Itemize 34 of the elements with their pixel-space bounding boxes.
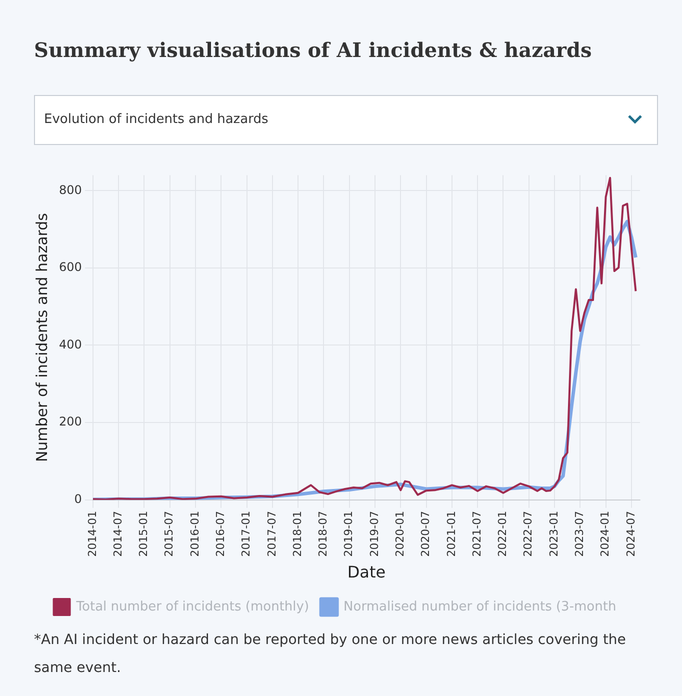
y-tick-label: 400: [59, 337, 82, 352]
x-tick-label: 2019-01: [342, 510, 356, 557]
x-tick-label: 2018-01: [290, 510, 304, 557]
x-tick-label: 2024-07: [624, 510, 638, 557]
x-tick-label: 2022-01: [496, 510, 510, 557]
x-tick-label: 2017-07: [265, 510, 278, 557]
x-tick-label: 2020-07: [419, 510, 432, 557]
x-tick-label: 2014-01: [86, 510, 99, 557]
x-tick-label: 2015-07: [162, 510, 176, 557]
y-axis-title: Number of incidents and hazards: [32, 212, 51, 462]
x-tick-label: 2023-07: [573, 510, 586, 557]
y-tick-label: 800: [59, 182, 82, 197]
x-tick-label: 2022-07: [522, 510, 535, 557]
legend-label: Normalised number of incidents (3-month: [344, 599, 616, 614]
x-tick-label: 2016-07: [214, 510, 227, 557]
x-tick-label: 2021-07: [470, 510, 484, 557]
x-tick-label: 2017-01: [240, 510, 253, 557]
x-tick-label: 2021-01: [444, 510, 458, 557]
x-tick-label: 2014-07: [111, 510, 124, 557]
chart-title: Summary visualisations of AI incidents & hazards: [34, 38, 592, 62]
x-tick-label: 2016-01: [188, 510, 202, 557]
chart-subtitle: Evolution of incidents and hazards: [44, 112, 268, 127]
text: *An AI incident or hazard can be reported by one or more news articles covering the same event.: [34, 631, 627, 678]
x-axis-title: Date: [347, 562, 386, 582]
y-tick-label: 200: [59, 414, 82, 429]
x-tick-label: 2015-01: [137, 510, 150, 557]
y-tick-label: 0: [74, 492, 82, 506]
y-tick-label: 600: [59, 260, 82, 274]
x-tick-label: 2023-01: [547, 510, 560, 557]
x-tick-label: 2019-07: [368, 510, 381, 557]
x-tick-label: 2018-07: [316, 510, 330, 557]
x-tick-label: 2020-01: [394, 510, 407, 557]
legend-label: Total number of incidents (monthly): [75, 599, 310, 614]
x-tick-label: 2024-01: [598, 510, 612, 557]
